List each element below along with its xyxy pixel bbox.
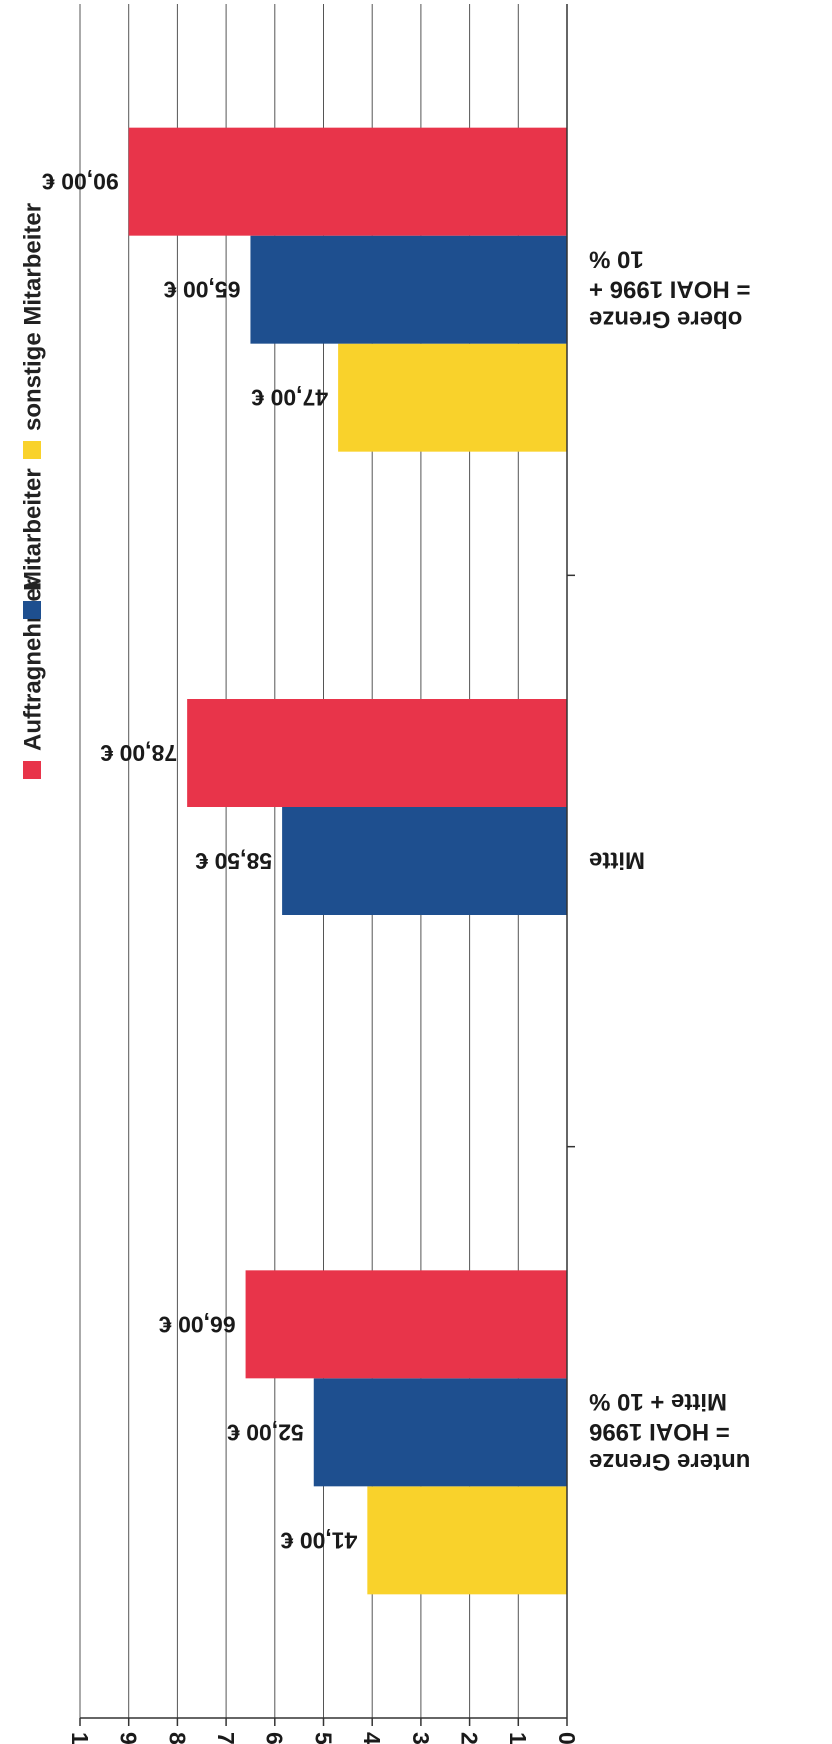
bar [250,235,567,344]
legend-swatch [23,761,41,779]
bar [128,127,567,236]
legend-swatch [23,441,41,459]
bar [338,343,567,452]
data-label: 47,00 € [251,385,328,411]
category-label: untere Grenze = HOAI 1996 Mitte + 10 % [589,1388,750,1475]
chart-rotated-group: 0,00 € 10,00 € 20,00 € 30,00 € 40,00 € 50,00 … [19,4,750,1744]
tick-label: 70,00 € [213,1732,239,1744]
bars [128,127,567,1595]
tick-label: 20,00 € [457,1732,483,1744]
bar [187,699,567,807]
bar [367,1486,567,1595]
category-label-line: Mitte + 10 % [589,1388,727,1415]
category-labels: untere Grenze = HOAI 1996 Mitte + 10 % Mitt… [589,245,750,1475]
tick-label: 60,00 € [262,1732,288,1744]
data-label: 90,00 € [42,169,119,195]
tick-label: 10,00 € [505,1732,531,1744]
data-label: 58,50 € [195,848,272,874]
category-label: Mitte [589,847,645,874]
legend-swatch [23,601,41,619]
legend-label: Mitarbeiter [19,468,46,591]
data-label: 65,00 € [164,277,241,303]
legend-label: sonstige Mitarbeiter [19,203,46,431]
tick-label: 50,00 € [310,1732,336,1744]
tick-label: 0,00 € [554,1732,580,1744]
tick-label: 80,00 € [164,1732,190,1744]
data-labels: 41,00 € 52,00 € 66,00 € 58,50 € 78,00 € 47,00… [42,169,358,1554]
category-label: obere Grenze = HOAI 1996 + 10 % [589,245,750,332]
data-label: 52,00 € [227,1419,304,1445]
tick-label: 30,00 € [408,1732,434,1744]
tick-labels: 0,00 € 10,00 € 20,00 € 30,00 € 40,00 € 50,00 … [67,1732,580,1744]
category-label-line: untere Grenze [589,1448,750,1475]
tick-label: 40,00 € [359,1732,385,1744]
category-label-line: 10 % [589,245,644,272]
bar [245,1270,567,1379]
data-label: 66,00 € [159,1311,236,1337]
category-label-line: obere Grenze [589,305,742,332]
bar [282,807,567,915]
category-label-line: = HOAI 1996 [589,1418,730,1445]
axes [79,4,575,1726]
data-label: 78,00 € [100,740,177,766]
tick-label: 100,00 € [67,1732,93,1744]
bar [313,1378,567,1487]
tick-label: 90,00 € [116,1732,142,1744]
category-label-line: Mitte [589,847,645,874]
category-label-line: = HOAI 1996 + [589,275,750,302]
data-label: 41,00 € [280,1527,357,1553]
